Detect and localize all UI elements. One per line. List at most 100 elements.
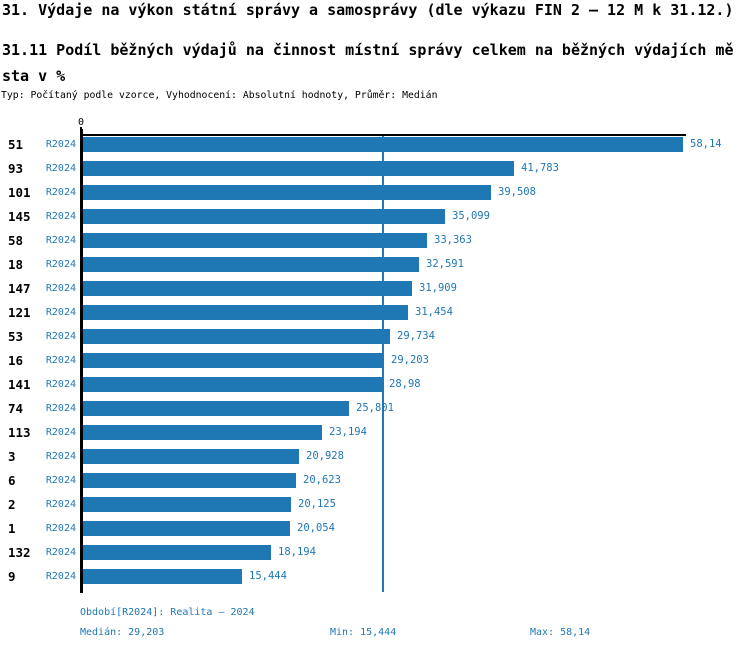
- value-label: 35,099: [452, 210, 490, 222]
- series-label: R2024: [45, 379, 76, 390]
- category-label: 74: [8, 401, 24, 416]
- category-label: 132: [8, 545, 31, 560]
- chart-row: 58 R2024 33,363: [0, 233, 750, 248]
- value-label: 31,454: [415, 306, 453, 318]
- chart-row: 53 R2024 29,734: [0, 329, 750, 344]
- value-label: 39,508: [498, 186, 536, 198]
- value-label: 25,801: [356, 402, 394, 414]
- series-label: R2024: [45, 427, 76, 438]
- value-label: 31,909: [419, 282, 457, 294]
- series-label: R2024: [45, 283, 76, 294]
- value-bar: [83, 185, 491, 200]
- category-label: 113: [8, 425, 31, 440]
- chart-row: 18 R2024 32,591: [0, 257, 750, 272]
- value-bar: [83, 305, 408, 320]
- value-label: 29,734: [397, 330, 435, 342]
- value-bar: [83, 569, 242, 584]
- category-label: 147: [8, 281, 31, 296]
- x-axis-top-spine: [80, 134, 686, 136]
- chart-row: 6 R2024 20,623: [0, 473, 750, 488]
- value-label: 23,194: [329, 426, 367, 438]
- max-stat: Max: 58,14: [530, 627, 591, 638]
- series-label: R2024: [45, 307, 76, 318]
- value-bar: [83, 161, 514, 176]
- category-label: 145: [8, 209, 31, 224]
- value-label: 20,125: [298, 498, 336, 510]
- value-bar: [83, 257, 419, 272]
- value-label: 33,363: [434, 234, 472, 246]
- chart-row: 147 R2024 31,909: [0, 281, 750, 296]
- value-label: 28,98: [389, 378, 421, 390]
- indicator-meta-line: Typ: Počítaný podle vzorce, Vyhodnocení:…: [1, 90, 438, 101]
- series-label: R2024: [45, 499, 76, 510]
- value-label: 20,928: [306, 450, 344, 462]
- value-label: 32,591: [426, 258, 464, 270]
- value-bar: [83, 329, 390, 344]
- category-label: 9: [8, 569, 16, 584]
- series-label: R2024: [45, 475, 76, 486]
- value-bar: [83, 449, 299, 464]
- value-label: 20,623: [303, 474, 341, 486]
- series-label: R2024: [45, 571, 76, 582]
- category-label: 18: [8, 257, 24, 272]
- category-label: 101: [8, 185, 31, 200]
- value-label: 18,194: [278, 546, 316, 558]
- value-bar: [83, 521, 290, 536]
- min-stat: Min: 15,444: [330, 627, 397, 638]
- chart-row: 16 R2024 29,203: [0, 353, 750, 368]
- value-bar: [83, 545, 271, 560]
- chart-row: 93 R2024 41,783: [0, 161, 750, 176]
- series-label: R2024: [45, 187, 76, 198]
- value-label: 15,444: [249, 570, 287, 582]
- series-label: R2024: [45, 403, 76, 414]
- value-bar: [83, 137, 683, 152]
- series-label: R2024: [45, 523, 76, 534]
- series-label: R2024: [45, 355, 76, 366]
- category-label: 58: [8, 233, 24, 248]
- value-bar: [83, 401, 349, 416]
- median-stat: Medián: 29,203: [80, 627, 165, 638]
- category-label: 53: [8, 329, 24, 344]
- value-bar: [83, 209, 445, 224]
- category-label: 93: [8, 161, 24, 176]
- chart-row: 1 R2024 20,054: [0, 521, 750, 536]
- chart-row: 145 R2024 35,099: [0, 209, 750, 224]
- chart-row: 141 R2024 28,98: [0, 377, 750, 392]
- category-label: 121: [8, 305, 31, 320]
- value-bar: [83, 425, 322, 440]
- category-label: 3: [8, 449, 16, 464]
- value-bar: [83, 473, 296, 488]
- chart-row: 51 R2024 58,14: [0, 137, 750, 152]
- indicator-subtitle-line2: sta v %: [2, 67, 66, 85]
- series-label: R2024: [45, 211, 76, 222]
- category-label: 2: [8, 497, 16, 512]
- chart-row: 2 R2024 20,125: [0, 497, 750, 512]
- page-title: 31. Výdaje na výkon státní správy a samo…: [2, 1, 734, 19]
- category-label: 141: [8, 377, 31, 392]
- y-axis-line: [80, 129, 83, 593]
- value-label: 29,203: [391, 354, 429, 366]
- series-label: R2024: [45, 259, 76, 270]
- value-bar: [83, 233, 427, 248]
- series-label: R2024: [45, 163, 76, 174]
- series-label: R2024: [45, 235, 76, 246]
- series-label: R2024: [45, 139, 76, 150]
- chart-row: 9 R2024 15,444: [0, 569, 750, 584]
- chart-row: 74 R2024 25,801: [0, 401, 750, 416]
- x-axis-zero-tick-label: 0: [77, 117, 85, 128]
- chart-row: 113 R2024 23,194: [0, 425, 750, 440]
- indicator-subtitle-line1: 31.11 Podíl běžných výdajů na činnost mí…: [2, 41, 734, 59]
- category-label: 6: [8, 473, 16, 488]
- value-label: 20,054: [297, 522, 335, 534]
- value-bar: [83, 377, 382, 392]
- series-label: R2024: [45, 331, 76, 342]
- value-label: 58,14: [690, 138, 722, 150]
- category-label: 16: [8, 353, 24, 368]
- category-label: 1: [8, 521, 16, 536]
- chart-row: 101 R2024 39,508: [0, 185, 750, 200]
- value-bar: [83, 353, 384, 368]
- category-label: 51: [8, 137, 24, 152]
- value-bar: [83, 497, 291, 512]
- value-label: 41,783: [521, 162, 559, 174]
